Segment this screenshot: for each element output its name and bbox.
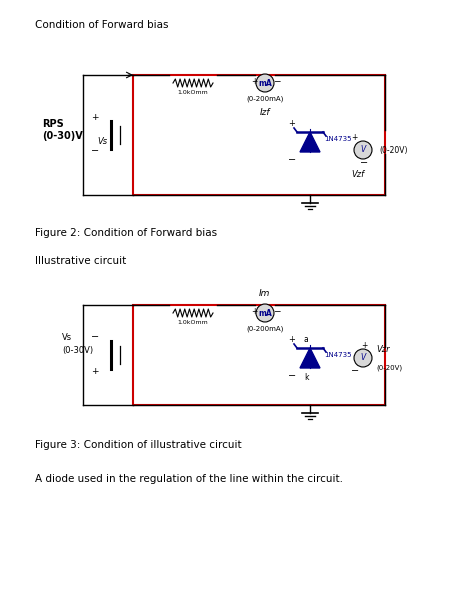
Text: +: +	[251, 306, 257, 316]
Text: Figure 3: Condition of illustrative circuit: Figure 3: Condition of illustrative circ…	[35, 440, 242, 450]
Text: +: +	[361, 340, 367, 349]
Text: +: +	[91, 367, 99, 376]
Text: +: +	[288, 120, 295, 129]
Text: k: k	[304, 373, 309, 383]
Text: 1N4735: 1N4735	[324, 352, 352, 358]
Text: Im: Im	[259, 289, 270, 298]
Bar	[133, 75, 385, 195]
Text: Vzf: Vzf	[351, 170, 364, 179]
Text: −: −	[91, 332, 99, 342]
Text: Figure 2: Condition of Forward bias: Figure 2: Condition of Forward bias	[35, 228, 217, 238]
Text: Vs: Vs	[97, 137, 107, 147]
Text: (0-20V): (0-20V)	[376, 365, 402, 371]
Text: −: −	[288, 371, 296, 381]
Text: V: V	[360, 354, 365, 362]
Circle shape	[256, 74, 274, 92]
Text: a: a	[304, 335, 309, 345]
Text: RPS
(0-30)V: RPS (0-30)V	[42, 119, 83, 141]
Polygon shape	[300, 132, 320, 152]
Text: A diode used in the regulation of the line within the circuit.: A diode used in the regulation of the li…	[35, 474, 343, 484]
Text: V: V	[360, 145, 365, 154]
Text: Vs: Vs	[62, 332, 72, 341]
Text: −: −	[91, 146, 99, 156]
Bar	[133, 305, 385, 405]
Circle shape	[354, 349, 372, 367]
Text: −: −	[351, 366, 359, 376]
Text: −: −	[273, 77, 281, 85]
Text: −: −	[288, 155, 296, 165]
Text: −: −	[273, 306, 281, 316]
Text: Condition of Forward bias: Condition of Forward bias	[35, 20, 168, 30]
Text: −: −	[360, 158, 368, 168]
Text: (0-200mA): (0-200mA)	[246, 96, 283, 102]
Text: mA: mA	[258, 308, 272, 318]
Text: (0-20V): (0-20V)	[379, 145, 408, 154]
Text: +: +	[251, 77, 257, 85]
Circle shape	[354, 141, 372, 159]
Circle shape	[256, 304, 274, 322]
Polygon shape	[300, 348, 320, 368]
Text: (0-200mA): (0-200mA)	[246, 326, 283, 332]
Text: Illustrative circuit: Illustrative circuit	[35, 256, 126, 266]
Text: mA: mA	[258, 78, 272, 88]
Text: +: +	[351, 132, 357, 142]
Text: (0-30V): (0-30V)	[62, 346, 93, 356]
Text: 1.0kOmm: 1.0kOmm	[177, 90, 208, 95]
Text: 1N4735: 1N4735	[324, 136, 352, 142]
Text: 1.0kOmm: 1.0kOmm	[177, 320, 208, 325]
Text: Izf: Izf	[260, 108, 271, 117]
Text: +: +	[288, 335, 295, 345]
Text: +: +	[91, 113, 99, 121]
Text: Vzr: Vzr	[376, 346, 390, 354]
